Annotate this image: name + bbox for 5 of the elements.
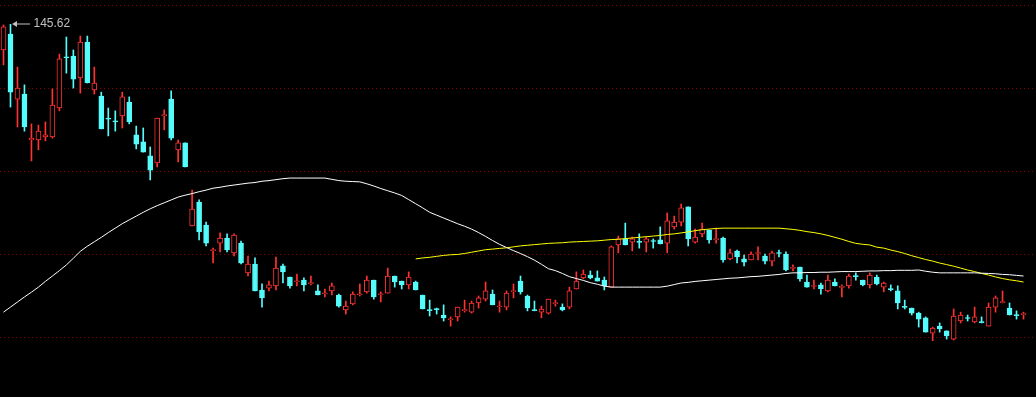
candlestick	[356, 283, 363, 297]
annotation: 145.62	[33, 16, 71, 31]
candlestick	[294, 273, 300, 287]
candlestick	[105, 107, 112, 137]
candlestick	[112, 110, 119, 132]
